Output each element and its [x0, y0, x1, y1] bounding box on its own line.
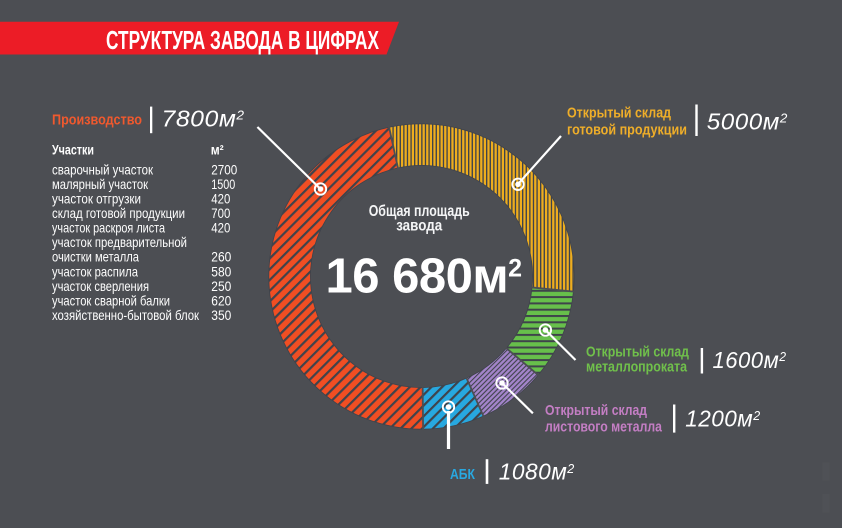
svg-text:готовой продукции: готовой продукции [567, 121, 687, 138]
svg-text:участок сверления: участок сверления [52, 278, 149, 294]
svg-text:АБК: АБК [450, 466, 476, 483]
svg-text:700: 700 [211, 205, 230, 221]
svg-text:очистки металла: очистки металла [52, 249, 139, 265]
svg-text:420: 420 [211, 190, 230, 206]
svg-text:1600м2: 1600м2 [713, 347, 787, 373]
svg-text:хозяйственно-бытовой блок: хозяйственно-бытовой блок [52, 307, 200, 323]
svg-text:Открытый склад: Открытый склад [545, 402, 647, 419]
svg-text:склад готовой продукции: склад готовой продукции [52, 205, 185, 221]
svg-text:420: 420 [211, 220, 230, 236]
svg-text:СТРУКТУРА ЗАВОДА В ЦИФРАХ: СТРУКТУРА ЗАВОДА В ЦИФРАХ [106, 25, 379, 55]
svg-text:участок распила: участок распила [52, 263, 138, 279]
svg-text:металлопроката: металлопроката [586, 358, 688, 375]
svg-text:участок раскроя листа: участок раскроя листа [52, 220, 165, 236]
svg-text:м²: м² [211, 142, 224, 158]
svg-text:участок отгрузки: участок отгрузки [52, 190, 141, 206]
svg-text:2700: 2700 [211, 161, 237, 177]
svg-text:1080м2: 1080м2 [499, 459, 575, 485]
svg-text:участок сварной балки: участок сварной балки [52, 292, 170, 308]
svg-text:Открытый склад: Открытый склад [586, 343, 689, 360]
svg-text:Участки: Участки [52, 142, 94, 158]
svg-text:участок предварительной: участок предварительной [52, 234, 187, 250]
svg-text:260: 260 [211, 249, 231, 265]
svg-text:сварочный участок: сварочный участок [52, 161, 154, 177]
svg-text:16 680м2: 16 680м2 [326, 250, 523, 304]
svg-text:малярный участок: малярный участок [52, 176, 149, 192]
svg-text:1200м2: 1200м2 [685, 406, 761, 432]
svg-text:Производство: Производство [52, 112, 142, 129]
svg-text:350: 350 [211, 307, 231, 323]
svg-text:580: 580 [211, 263, 231, 279]
svg-text:завода: завода [396, 218, 442, 235]
svg-text:620: 620 [211, 292, 231, 308]
svg-text:Общая площадь: Общая площадь [369, 203, 470, 220]
svg-text:250: 250 [211, 278, 231, 294]
svg-text:Открытый склад: Открытый склад [567, 105, 671, 122]
svg-text:1500: 1500 [211, 176, 235, 192]
svg-text:листового металла: листового металла [545, 418, 663, 435]
